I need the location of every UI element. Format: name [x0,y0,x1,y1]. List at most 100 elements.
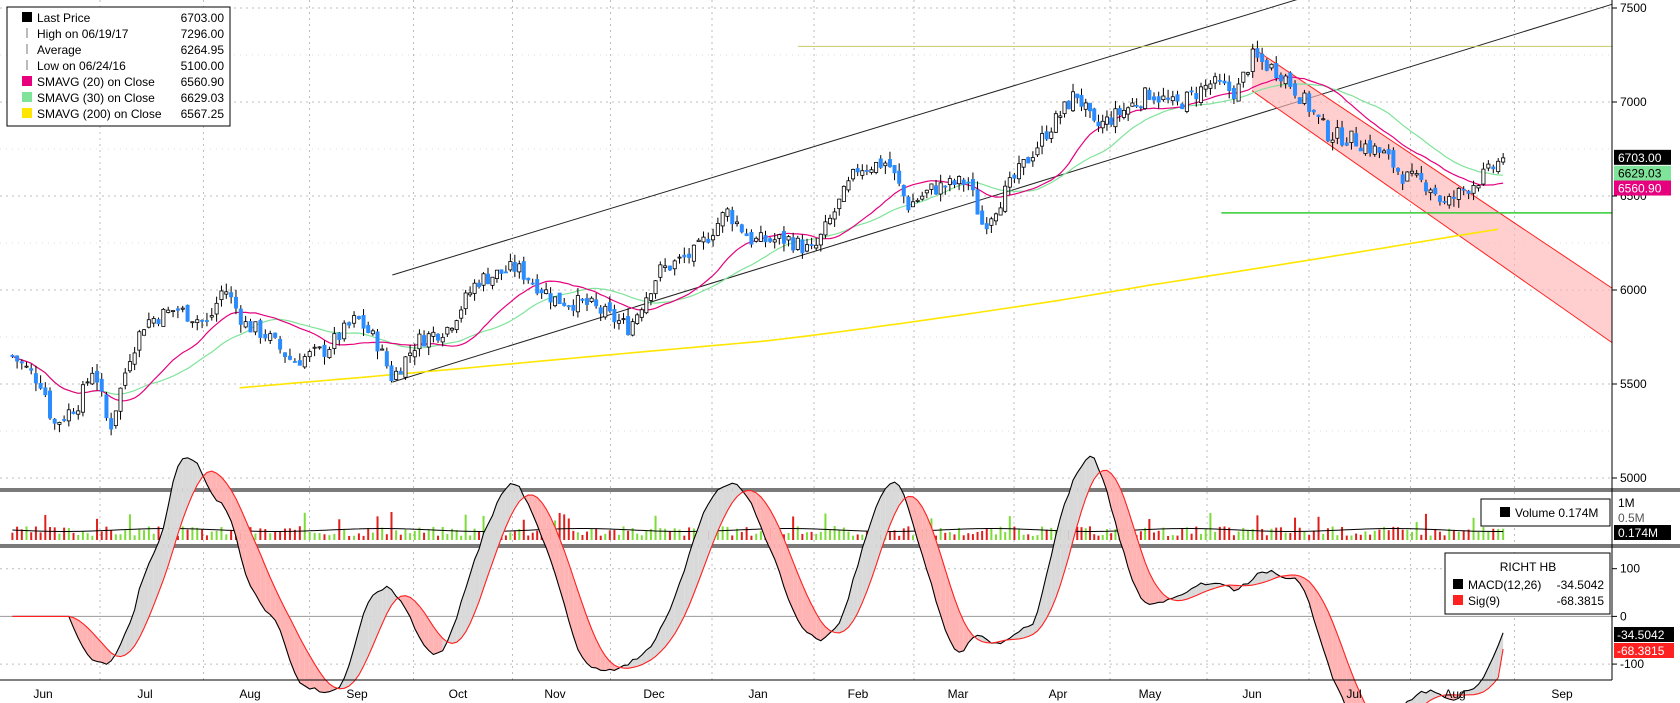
candle-body [648,293,653,301]
candle-body [548,293,553,303]
macd-fill [97,637,102,663]
candle-body [292,361,297,363]
volume-bar [34,526,37,540]
macd-fill [665,609,670,647]
candle-body [472,282,477,294]
candle-body [1255,48,1260,58]
volume-bar [1218,526,1221,540]
volume-bar [604,533,607,540]
candle-body [1134,104,1139,107]
macd-fill [582,604,588,664]
volume-bar [215,530,218,540]
candle-body [947,178,952,185]
volume-bar [842,527,845,540]
volume-bar [220,526,223,540]
volume-bar [1076,526,1079,540]
candle-body [943,185,948,188]
macd-fill [410,597,415,629]
candle-body [1175,94,1180,102]
macd-tag-box [1614,627,1674,642]
candle-body [970,178,975,191]
volume-bar [385,534,388,540]
volume-bar [399,534,402,540]
volume-bar [1341,526,1344,540]
candle-body [1161,95,1166,101]
volume-bar [627,530,630,540]
volume-bar [58,533,61,540]
macd-fill [216,473,222,503]
macd-fill [304,647,310,690]
macd-fill [168,481,174,566]
candle-body [521,261,526,280]
candle-body [571,304,576,311]
macd-fill [713,489,718,543]
candle-body [517,263,522,273]
macd-fill [802,584,807,633]
volume-bar [455,530,458,540]
macd-fill [1421,691,1426,703]
volume-bar [1336,535,1339,540]
volume-bar [473,528,476,540]
month-label: Jul [1346,687,1361,701]
candle-body [57,421,62,425]
candle-body [454,320,459,331]
candle-body [846,180,851,191]
price-legend: Last Price 6703.00 High on 06/19/17 7296.00… [6,6,231,127]
volume-bar [1303,531,1306,540]
macd-fill [866,520,872,592]
candle-body [403,356,408,378]
candle-body [1092,108,1097,121]
candle-body [29,368,34,371]
volume-bar [590,528,593,540]
candle-body [76,410,81,415]
macd-fill [400,595,406,609]
volume-bar [1410,531,1413,540]
legend-swatch [22,12,32,22]
candle-body [508,261,513,271]
candle-body [749,231,754,245]
volume-bar [1284,532,1287,540]
volume-bar [1084,528,1087,540]
volume-bar [958,527,961,540]
macd-fill [1342,646,1347,703]
macd-fill [265,565,271,615]
candle-body [957,176,962,185]
macd-fill [765,502,771,550]
candle-body [1466,190,1471,194]
volume-bar [994,534,997,540]
volume-legend-swatch [1500,507,1510,517]
sma30-line [12,83,1504,396]
candle-body [1180,103,1185,110]
macd-fill [438,632,443,653]
volume-bar [664,528,667,540]
volume-bar [39,532,42,540]
candle-body [781,231,786,244]
volume-bar [49,527,52,540]
volume-bar [668,531,671,540]
channel-up-upper-line [392,0,1298,276]
candle-body [10,354,15,357]
volume-bar [586,531,589,540]
candle-body [701,236,706,243]
candle-body [440,336,445,343]
volume-bar [225,534,228,540]
volume-bar [558,512,561,540]
candle-body [804,244,809,252]
macd-fill [505,483,511,527]
volume-bar [133,535,136,540]
volume-bar [999,526,1002,540]
macd-fill [1073,472,1078,541]
candle-body [887,159,892,168]
macd-fill [968,629,973,643]
candle-body [911,201,916,208]
volume-bar [1157,530,1160,540]
volume-bar [829,529,832,540]
macd-fill [977,635,983,642]
volume-bar [861,534,864,540]
price-tag-box [1614,180,1671,196]
volume-bar [971,534,974,540]
volume-bar [1008,516,1011,540]
volume-bar [1041,526,1044,540]
volume-bar [404,529,407,540]
